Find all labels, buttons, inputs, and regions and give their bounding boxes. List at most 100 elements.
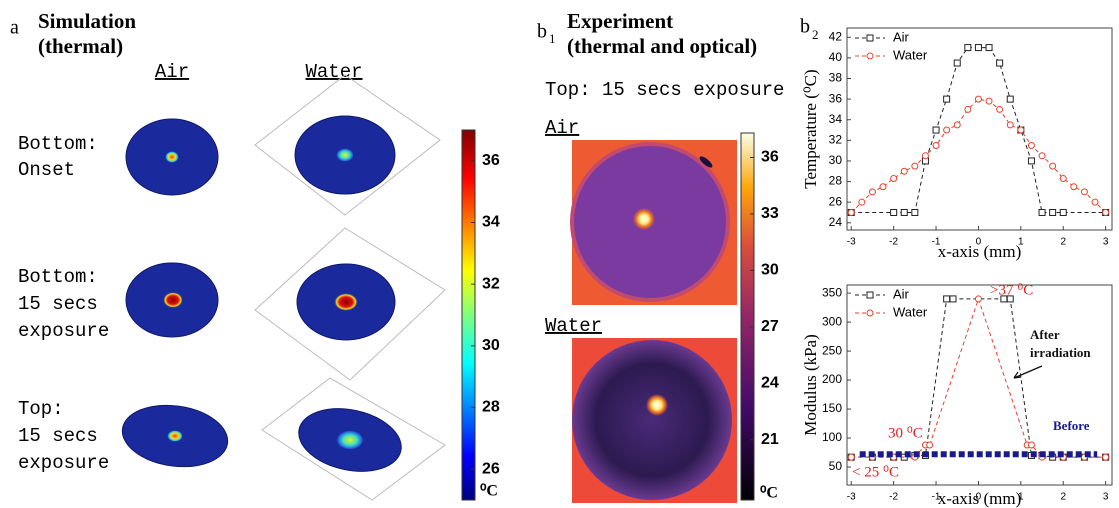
- y-tick-label: 26: [829, 194, 843, 208]
- y-tick-label: 40: [829, 50, 843, 64]
- data-point: [912, 209, 918, 215]
- row-label: exposure: [18, 320, 109, 342]
- colorbar-tick-label: 24: [761, 375, 779, 392]
- data-point: [975, 296, 981, 302]
- y-tick-label: 38: [829, 71, 843, 85]
- legend-label: Air: [893, 29, 910, 44]
- legend-label: Water: [893, 304, 928, 319]
- hot-spot: [334, 293, 358, 311]
- hot-spot: [633, 208, 655, 230]
- data-point: [1081, 189, 1087, 195]
- y-tick-label: 32: [829, 133, 843, 147]
- x-tick-label: -3: [847, 492, 856, 503]
- hot-spot: [165, 151, 179, 163]
- x-tick-label: -2: [889, 237, 898, 248]
- data-point: [1060, 209, 1066, 215]
- subtitle: Top: 15 secs exposure: [545, 79, 784, 101]
- row-label: Bottom:: [18, 133, 98, 155]
- colorbar-tick-label: 33: [761, 205, 779, 222]
- y-tick-label: 200: [822, 372, 842, 386]
- y-tick-label: 42: [829, 29, 843, 43]
- x-tick-label: 3: [1103, 492, 1109, 503]
- data-point: [1039, 153, 1045, 159]
- y-tick-label: 34: [829, 112, 843, 126]
- legend-marker: [867, 310, 873, 316]
- colorbar-tick-label: 27: [761, 318, 779, 335]
- y-tick-label: 30: [829, 153, 843, 167]
- thermal-disc: [572, 340, 732, 500]
- panel-letter: b: [537, 21, 547, 43]
- panel-b1: b 1 Experiment (thermal and optical) Top…: [537, 9, 784, 503]
- colorbar-tick-label: 36: [761, 149, 779, 166]
- legend-marker: [867, 35, 873, 41]
- data-point: [1007, 96, 1013, 102]
- data-point: [1092, 199, 1098, 205]
- x-tick-label: -2: [889, 492, 898, 503]
- colorbar-tick-label: 36: [482, 152, 500, 169]
- data-point: [954, 122, 960, 128]
- data-point: [869, 189, 875, 195]
- x-axis-label: x-axis (mm): [938, 489, 1022, 508]
- y-tick-label: 28: [829, 174, 843, 188]
- data-point: [1050, 163, 1056, 169]
- series-line: [851, 48, 1105, 213]
- data-point: [944, 127, 950, 133]
- hot-spot: [336, 430, 364, 450]
- y-axis-label: Modulus (kPa): [801, 334, 820, 436]
- colorbar: [462, 130, 475, 500]
- row-label: Bottom:: [18, 266, 98, 288]
- data-point: [944, 96, 950, 102]
- data-point: [922, 153, 928, 159]
- colorbar-tick-label: 26: [482, 460, 500, 477]
- plot-frame: [847, 28, 1112, 230]
- colorbar-unit: ⁰C: [480, 483, 498, 500]
- data-point: [986, 98, 992, 104]
- x-tick-label: 3: [1103, 237, 1109, 248]
- row-label: Water: [545, 315, 602, 337]
- legend-label: Water: [893, 47, 928, 62]
- data-point: [997, 106, 1003, 112]
- column-label: Air: [155, 61, 189, 83]
- panel-subscript: 2: [812, 27, 819, 42]
- panel-title: Simulation: [38, 9, 136, 33]
- panel-b2: b 2: [800, 16, 819, 42]
- panel-title: (thermal and optical): [567, 34, 757, 58]
- panel-a: a Simulation (thermal) Air Water Bottom:…: [10, 9, 475, 500]
- colorbar-unit: ⁰C: [760, 485, 778, 502]
- y-tick-label: 24: [829, 215, 843, 229]
- data-point: [912, 163, 918, 169]
- x-tick-label: 2: [1060, 237, 1066, 248]
- data-point: [1060, 175, 1066, 181]
- data-point: [997, 60, 1003, 66]
- data-point: [901, 209, 907, 215]
- hot-spot: [163, 292, 183, 308]
- data-point: [1028, 442, 1034, 448]
- data-point: [1103, 454, 1109, 460]
- x-tick-label: -3: [847, 237, 856, 248]
- x-tick-label: 2: [1060, 492, 1066, 503]
- data-point: [1007, 122, 1013, 128]
- data-point: [950, 296, 956, 302]
- legend-label: Air: [893, 286, 910, 301]
- data-point: [891, 209, 897, 215]
- annotation: After: [1030, 327, 1060, 342]
- data-point: [880, 184, 886, 190]
- data-point: [975, 96, 981, 102]
- data-point: [848, 454, 854, 460]
- y-axis-label: Temperature (⁰C): [801, 69, 820, 188]
- data-point: [891, 175, 897, 181]
- data-point: [975, 45, 981, 51]
- data-point: [986, 45, 992, 51]
- data-point: [1050, 209, 1056, 215]
- panel-letter: a: [10, 17, 19, 39]
- row-label: exposure: [18, 452, 109, 474]
- row-label: Onset: [18, 159, 75, 181]
- colorbar-tick-label: 21: [761, 431, 779, 448]
- data-point: [965, 45, 971, 51]
- figure: a Simulation (thermal) Air Water Bottom:…: [0, 0, 1119, 508]
- legend-marker: [867, 53, 873, 59]
- y-tick-label: 150: [822, 401, 842, 415]
- panel-title: Experiment: [567, 9, 673, 33]
- annotation: < 25 ⁰C: [852, 464, 899, 480]
- data-point: [933, 142, 939, 148]
